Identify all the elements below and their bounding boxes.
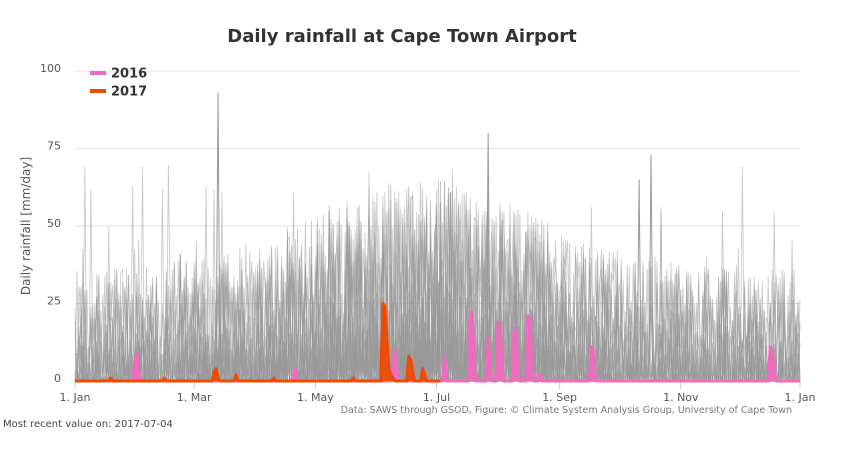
- y-tick-label: 50: [47, 217, 61, 230]
- x-tick-label: 1. Jan: [60, 391, 91, 404]
- y-tick-label: 75: [47, 140, 61, 153]
- chart-credits: Data: SAWS through GSOD, Figure: © Clima…: [341, 405, 792, 416]
- chart-title: Daily rainfall at Cape Town Airport: [227, 26, 577, 47]
- highlighted-series-group: [75, 302, 800, 383]
- historical-peak-line: [447, 191, 453, 382]
- historical-peak-line: [215, 92, 221, 382]
- historical-peak-line: [485, 132, 491, 382]
- historical-peak-line: [326, 210, 332, 382]
- most-recent-value: Most recent value on: 2017-07-04: [3, 419, 173, 430]
- historical-series-line: [75, 181, 800, 383]
- historical-peak-line: [636, 179, 642, 382]
- x-tick-label: 1. May: [297, 391, 334, 404]
- historical-series-group: [74, 92, 801, 383]
- x-axis-ticks: 1. Jan 1. Mar 1. May 1. Jul 1. Sep 1. Nov 1. J…: [60, 381, 816, 404]
- series-2017-line[interactable]: [75, 302, 441, 383]
- x-tick-label: 1. Sep: [542, 391, 577, 404]
- historical-peak-line: [346, 225, 352, 382]
- historical-peak-line: [177, 253, 183, 382]
- y-tick-label: 100: [40, 62, 61, 75]
- legend: 2016 2017: [90, 67, 147, 100]
- x-tick-label: 1. Nov: [663, 391, 699, 404]
- historical-peak-line: [648, 154, 654, 382]
- legend-label-2017[interactable]: 2017: [111, 85, 147, 100]
- x-tick-label: 1. Jan: [785, 391, 816, 404]
- y-tick-label: 0: [54, 372, 61, 385]
- x-tick-label: 1. Mar: [177, 391, 212, 404]
- y-axis-label: Daily rainfall [mm/day]: [19, 157, 33, 295]
- x-tick-label: 1. Jul: [423, 391, 450, 404]
- legend-label-2016[interactable]: 2016: [111, 67, 147, 82]
- y-tick-label: 25: [47, 295, 61, 308]
- y-axis-ticks: 0 25 50 75 100: [40, 62, 61, 385]
